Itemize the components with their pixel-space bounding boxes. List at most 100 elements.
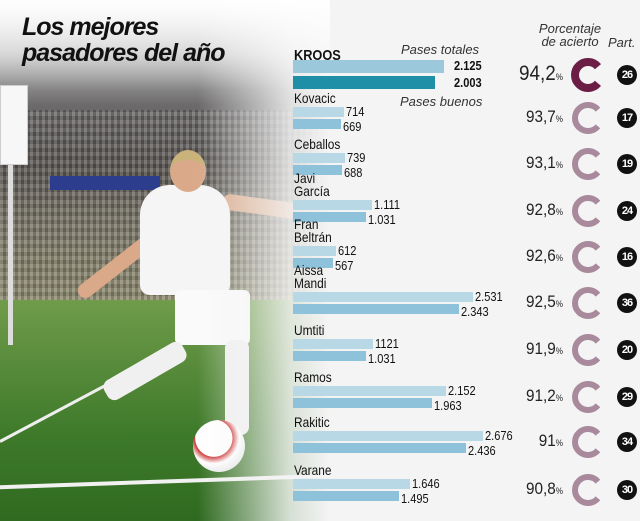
- accuracy-ring: [572, 381, 601, 413]
- accuracy-ring: [572, 474, 601, 506]
- player-name: Ramos: [294, 369, 332, 385]
- bar-total: [293, 292, 473, 302]
- ring-arc: [572, 102, 601, 134]
- matches-badge: 19: [617, 154, 637, 174]
- value-total: 1.111: [373, 197, 400, 212]
- accuracy-ring: [572, 287, 601, 319]
- accuracy-value: 92,8%: [496, 200, 563, 220]
- bar-good: [293, 212, 367, 222]
- value-good: 1.495: [401, 491, 429, 506]
- accuracy-value: 91,9%: [496, 339, 563, 359]
- chart-title: Los mejores pasadores del año: [22, 13, 226, 67]
- accuracy-number: 92,8: [526, 200, 556, 219]
- accuracy-number: 93,1: [526, 153, 556, 172]
- bar-good: [293, 165, 342, 175]
- accuracy-number: 92,6: [526, 246, 556, 265]
- player-name: KROOS: [294, 47, 341, 64]
- matches-badge: 17: [617, 108, 637, 128]
- matches-badge: 34: [617, 432, 637, 452]
- bar-total: [293, 200, 372, 210]
- value-total: 612: [338, 243, 357, 258]
- value-total: 714: [345, 104, 365, 119]
- accuracy-ring: [572, 148, 601, 180]
- value-total: 739: [347, 150, 366, 165]
- bar-good: [293, 76, 436, 89]
- ring-arc: [572, 148, 601, 180]
- accuracy-number: 90,8: [526, 479, 556, 498]
- matches-badge: 36: [617, 293, 637, 313]
- bar-good: [293, 491, 400, 501]
- accuracy-number: 94,2: [518, 62, 556, 85]
- accuracy-value: 91%: [496, 431, 563, 451]
- accuracy-ring: [571, 58, 602, 92]
- ring-arc: [572, 334, 601, 366]
- accuracy-ring: [572, 426, 601, 458]
- accuracy-number: 91: [538, 431, 556, 450]
- bar-good: [293, 398, 433, 408]
- accuracy-unit: %: [555, 393, 563, 403]
- accuracy-value: 92,6%: [496, 246, 563, 266]
- value-total: 2.676: [485, 428, 513, 443]
- player-name: Umtiti: [294, 322, 325, 338]
- pct-header: Porcentaje de acierto: [538, 21, 602, 49]
- accuracy-unit: %: [555, 114, 563, 124]
- legend-total: Pases totales: [401, 42, 480, 57]
- bar-good: [293, 351, 367, 361]
- accuracy-value: 90,8%: [496, 479, 563, 499]
- accuracy-value: 93,1%: [496, 153, 563, 173]
- value-total: 2.152: [447, 383, 476, 398]
- matches-badge: 24: [617, 201, 637, 221]
- bar-total: [293, 60, 444, 73]
- matches-badge: 26: [617, 65, 637, 85]
- value-good: 2.436: [467, 443, 496, 458]
- accuracy-unit: %: [555, 72, 563, 82]
- ring-arc: [571, 58, 602, 92]
- matches-header: Part.: [608, 35, 636, 50]
- player-name: Ceballos: [294, 136, 341, 152]
- ring-arc: [572, 195, 601, 227]
- bar-total: [293, 339, 373, 349]
- legend-good: Pases buenos: [400, 94, 483, 109]
- player-photo: [0, 0, 330, 521]
- accuracy-number: 92,5: [526, 292, 556, 311]
- bar-good: [293, 443, 466, 453]
- accuracy-value: 94,2%: [496, 62, 563, 86]
- accuracy-ring: [572, 195, 601, 227]
- bar-total: [293, 107, 344, 117]
- player-name: Rakitic: [294, 414, 330, 430]
- bar-total: [293, 479, 410, 489]
- accuracy-ring: [572, 241, 601, 273]
- ring-arc: [572, 474, 601, 506]
- accuracy-unit: %: [555, 299, 563, 309]
- value-total: 2.125: [454, 58, 482, 73]
- player-name: Kovacic: [294, 90, 336, 106]
- value-good: 669: [342, 119, 361, 134]
- player-name: Javi García: [294, 170, 330, 199]
- accuracy-unit: %: [555, 253, 563, 263]
- bar-total: [293, 246, 337, 256]
- accuracy-number: 93,7: [526, 107, 556, 126]
- accuracy-unit: %: [555, 438, 563, 448]
- value-good: 1.031: [368, 212, 396, 227]
- matches-badge: 30: [617, 480, 637, 500]
- accuracy-value: 91,2%: [496, 386, 563, 406]
- bar-total: [293, 386, 446, 396]
- accuracy-value: 92,5%: [496, 292, 563, 312]
- bar-total: [293, 431, 483, 441]
- value-total: 2.531: [474, 289, 503, 304]
- accuracy-ring: [572, 102, 601, 134]
- accuracy-value: 93,7%: [496, 107, 563, 127]
- ring-arc: [572, 381, 601, 413]
- value-good: 1.963: [434, 398, 463, 413]
- accuracy-number: 91,9: [526, 339, 556, 358]
- bar-good: [293, 304, 460, 314]
- ring-arc: [572, 241, 601, 273]
- ring-arc: [572, 287, 601, 319]
- accuracy-unit: %: [555, 486, 563, 496]
- accuracy-unit: %: [555, 346, 563, 356]
- accuracy-unit: %: [555, 207, 563, 217]
- bar-good: [293, 258, 334, 268]
- matches-badge: 16: [617, 247, 637, 267]
- matches-badge: 29: [617, 387, 637, 407]
